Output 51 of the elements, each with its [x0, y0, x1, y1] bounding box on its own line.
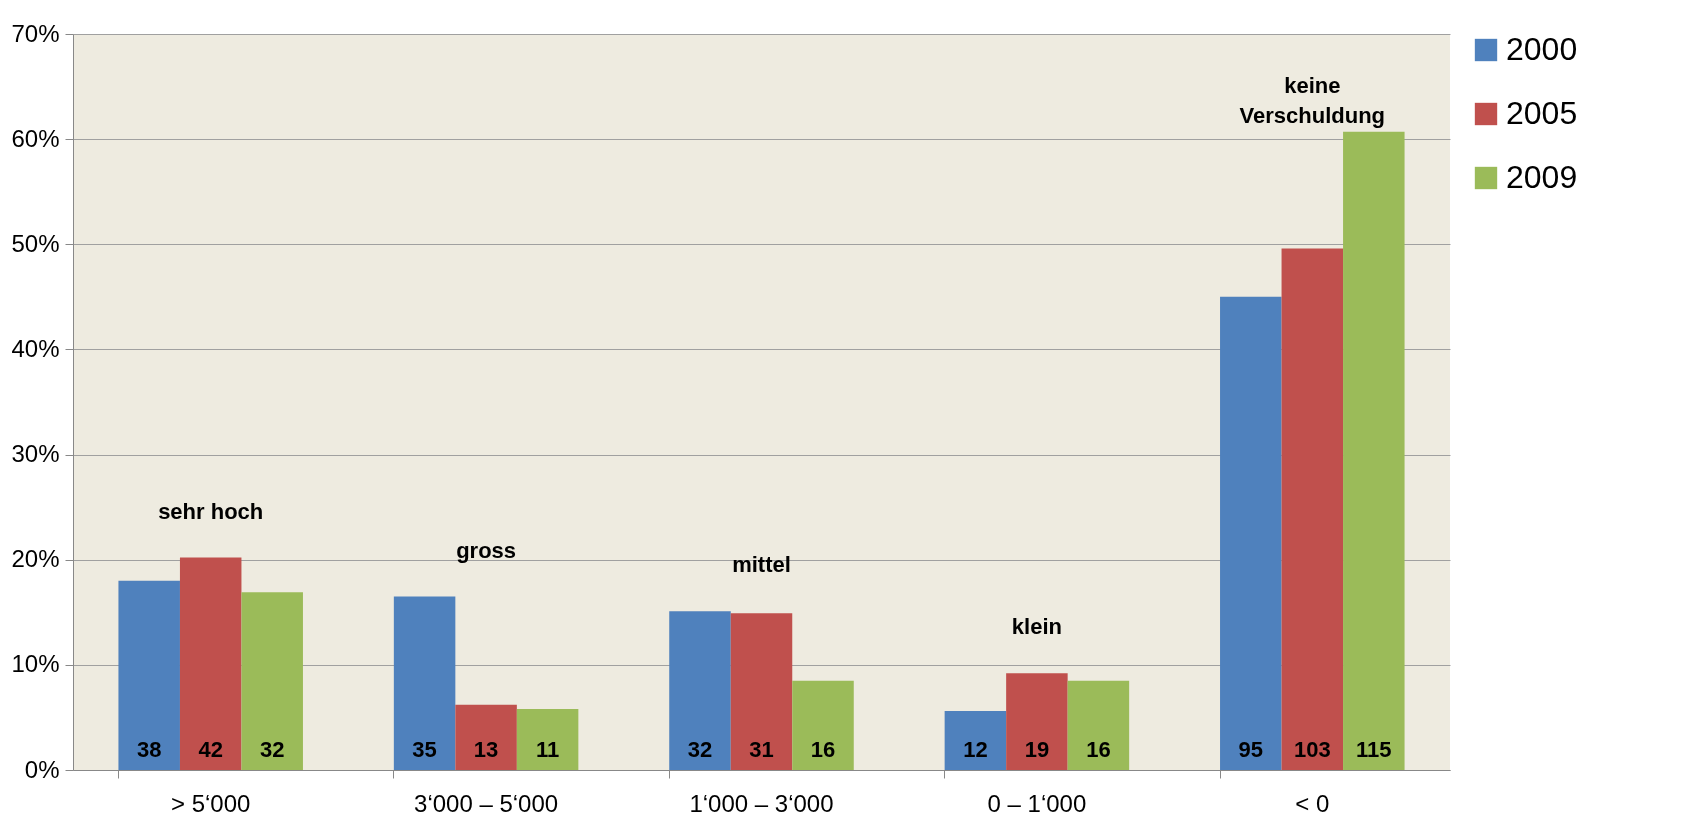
annotation: 12 — [963, 737, 988, 762]
annotation: 35 — [412, 737, 437, 762]
legend-label: 2000 — [1506, 31, 1578, 67]
legend-label: 2009 — [1506, 159, 1578, 195]
annotation: 16 — [810, 737, 836, 762]
annotation: sehr hoch — [158, 498, 264, 524]
bar — [179, 557, 242, 770]
annotation: 19 — [1024, 737, 1050, 762]
legend-label: 2005 — [1506, 95, 1578, 131]
x-tick-label: > 5‘000 — [171, 789, 251, 817]
bar — [730, 613, 793, 770]
bar — [1220, 296, 1282, 770]
y-tick-label: 60% — [11, 124, 60, 152]
x-tick-label: 1‘000 – 3‘000 — [689, 789, 834, 817]
bar — [669, 611, 731, 770]
bar — [118, 580, 180, 770]
bar — [792, 680, 854, 770]
annotation: mittel — [732, 552, 791, 578]
y-tick-label: 50% — [11, 229, 60, 257]
annotation: keine Verschuldung — [1239, 72, 1386, 128]
bar — [241, 592, 303, 770]
bar — [1343, 131, 1405, 770]
y-tick-label: 20% — [11, 545, 60, 573]
annotation: 31 — [749, 737, 774, 762]
bar — [455, 704, 517, 770]
annotation: gross — [456, 537, 517, 563]
x-tick-label: < 0 — [1295, 789, 1330, 817]
y-tick-label: 40% — [11, 334, 60, 362]
y-tick-label: 10% — [11, 650, 60, 678]
annotation: 16 — [1086, 737, 1111, 762]
y-tick-label: 30% — [11, 440, 60, 468]
annotation: 38 — [136, 737, 162, 762]
bar — [944, 711, 1007, 770]
annotation: 95 — [1238, 737, 1264, 762]
annotation: 115 — [1356, 737, 1392, 762]
bar — [393, 596, 456, 770]
annotation: 32 — [687, 737, 713, 762]
annotation: 42 — [198, 737, 223, 762]
bar — [1281, 248, 1344, 770]
y-tick-label: 0% — [24, 755, 60, 783]
x-tick-label: 3‘000 – 5‘000 — [414, 789, 559, 817]
y-tick-label: 70% — [11, 19, 60, 47]
bar — [1067, 680, 1130, 770]
x-tick-label: 0 – 1‘000 — [987, 789, 1087, 817]
annotation: 11 — [535, 737, 560, 762]
annotation: klein — [1011, 614, 1062, 640]
annotation: 103 — [1293, 737, 1331, 762]
annotation: 32 — [259, 737, 285, 762]
bar — [1006, 673, 1068, 770]
bar — [516, 709, 579, 770]
annotation: 13 — [473, 737, 499, 762]
